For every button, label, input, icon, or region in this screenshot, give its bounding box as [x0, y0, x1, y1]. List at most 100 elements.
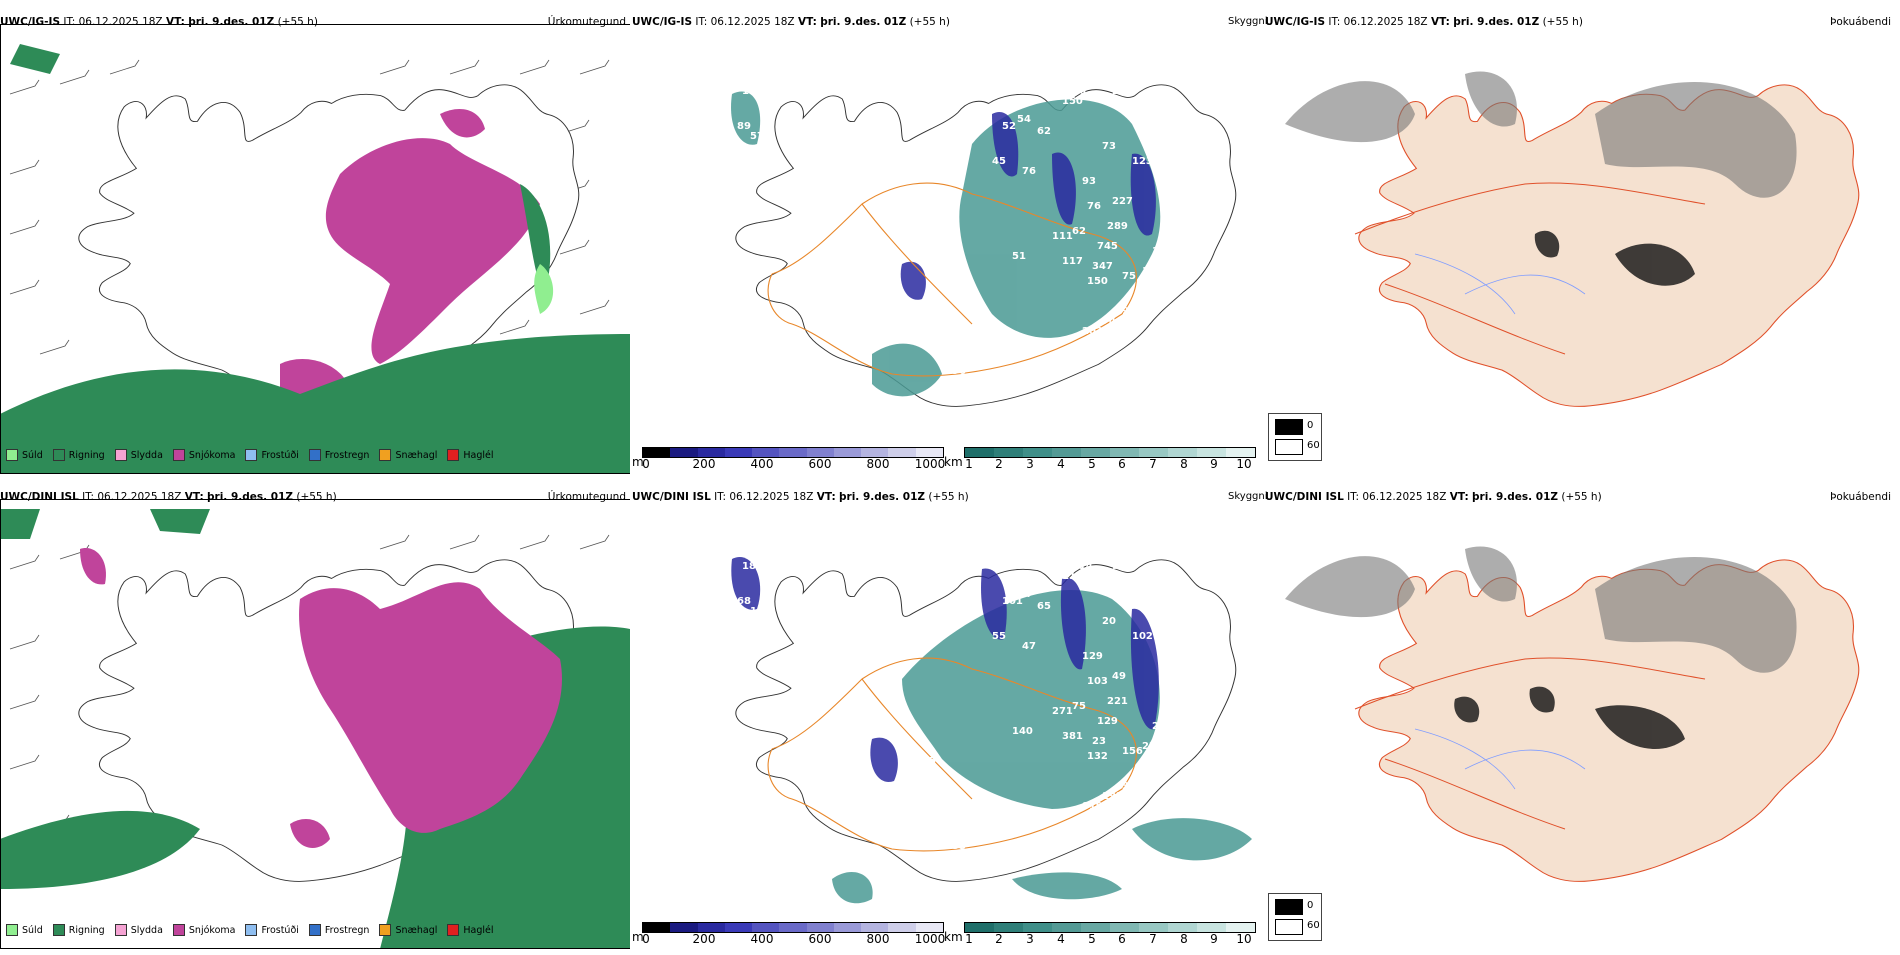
height-tick: 0: [642, 457, 650, 471]
cloud-base-label: 819: [1082, 801, 1103, 812]
model-name: UWC/DINI ISL: [632, 491, 711, 503]
legend-item: Slydda: [114, 449, 163, 461]
precip-panel-row1: UWC/IG-IS IT: 06.12.2025 18Z VT: þri. 9.…: [0, 10, 630, 480]
cloud-base-label: 278: [1162, 701, 1183, 712]
legend-label: Slydda: [130, 449, 163, 461]
cloud-base-label: 57: [750, 131, 764, 142]
vt-label: VT:: [184, 491, 204, 503]
precip-legend: Súld Rigning Slydda Snjókoma Frostúði Fr…: [6, 449, 494, 461]
cloud-base-label: 58: [1157, 146, 1171, 157]
fog-swatch: [1275, 899, 1303, 915]
fog-black: [1534, 230, 1695, 286]
km-tick: 7: [1149, 457, 1157, 471]
cloud-base-label: 49: [1112, 671, 1126, 682]
it-value: 06.12.2025 18Z: [729, 491, 814, 503]
cloud-base-label: 99: [1122, 306, 1136, 317]
cloud-base-label: 121: [872, 881, 893, 892]
height-colorbar: m 0 200 400 600 800 1000: [632, 922, 945, 948]
red-roads: [1354, 182, 1706, 355]
km-tick: 7: [1149, 932, 1157, 946]
cloud-base-label: 20: [1102, 616, 1116, 627]
cloud-base-label: 140: [1012, 726, 1033, 737]
cloud-base-label: 289: [1107, 221, 1128, 232]
cloud-base-label: 73: [1102, 141, 1116, 152]
fog-legend-row1: 0 60: [1268, 413, 1322, 461]
height-tick: 800: [866, 457, 890, 471]
precip-map: [0, 44, 630, 474]
height-tick: 1000: [914, 457, 946, 471]
cloud-base-label: 103: [1087, 676, 1108, 687]
fog-legend-label: 0: [1307, 900, 1314, 911]
height-tick: 200: [692, 457, 716, 471]
legend-item: Rigning: [52, 924, 105, 936]
cloud-base-label: 132: [1087, 751, 1108, 762]
vt-value: þri. 9.des. 01Z: [839, 491, 925, 503]
rivers: [1414, 253, 1586, 315]
lead-time: (+55 h): [296, 491, 337, 503]
legend-item: Haglél: [447, 924, 494, 936]
cloud-base-label: 378: [1132, 101, 1153, 112]
km-tick: 8: [1180, 932, 1188, 946]
legend-item: Snæhagl: [379, 449, 437, 461]
vt-label: VT:: [1449, 491, 1469, 503]
fog-map: [1285, 546, 1860, 883]
cloud-base-label: 347: [1092, 261, 1113, 272]
cloud-base-label: 129: [1097, 716, 1118, 727]
cloud-base-label: 745: [1097, 241, 1118, 252]
km-tick: 4: [1057, 932, 1065, 946]
cloud-base-label: 55: [992, 631, 1006, 642]
cloud-base-label: 68: [762, 91, 776, 102]
cloud-base-label: 93: [1082, 176, 1096, 187]
cloud-base-label: 150: [1087, 276, 1108, 287]
it-value: 06.12.2025 18Z: [97, 491, 182, 503]
fog-swatch: [1275, 919, 1303, 935]
cloud-base-blue: [731, 557, 1159, 782]
cloud-base-label: 76: [1087, 201, 1101, 212]
cloud-base-label: 152: [1157, 621, 1178, 632]
km-tick: 6: [1118, 932, 1126, 946]
vt-value: þri. 9.des. 01Z: [1472, 491, 1558, 503]
fog-panel-row2: UWC/DINI ISL IT: 06.12.2025 18Z VT: þri.…: [1265, 485, 1900, 955]
cloud-base-teal: [832, 590, 1252, 904]
cloud-base-label: 101: [1002, 596, 1023, 607]
model-name: UWC/DINI ISL: [1265, 491, 1344, 503]
precip-panel-row2: UWC/DINI ISL IT: 06.12.2025 18Z VT: þri.…: [0, 485, 630, 955]
km-tick: 1: [965, 932, 973, 946]
fog-grey: [1285, 71, 1797, 198]
cloud-base-label: 75: [1122, 271, 1136, 282]
km-tick: 2: [995, 457, 1003, 471]
it-label: IT:: [714, 491, 727, 503]
cloud-base-label: 182: [932, 346, 953, 357]
legend-item: Frostregn: [308, 449, 369, 461]
panel-title: UWC/IG-IS IT: 06.12.2025 18Z VT: þri. 9.…: [632, 10, 1262, 34]
cloud-panel-row2: UWC/DINI ISL IT: 06.12.2025 18Z VT: þri.…: [632, 485, 1262, 955]
cloud-base-label: 69: [892, 871, 906, 882]
fog-legend-label: 60: [1307, 920, 1320, 931]
panel-title: UWC/DINI ISL IT: 06.12.2025 18Z VT: þri.…: [632, 485, 1262, 509]
legend-label: Frostregn: [324, 924, 370, 936]
height-tick: 1000: [914, 932, 946, 946]
cloud-base-label: 114: [1072, 561, 1093, 572]
height-unit: m: [632, 455, 644, 469]
roads: [767, 657, 1137, 852]
cloud-base-label: 221: [1142, 741, 1163, 752]
cloud-base-label: 52: [1002, 121, 1016, 132]
legend-label: Snæhagl: [395, 924, 438, 936]
cloud-base-label: 74: [1102, 316, 1116, 327]
km-colorbar: km 1 2 3 4 5 6 7 8 9 10: [944, 922, 1256, 948]
model-name: UWC/IG-IS: [632, 16, 693, 28]
cloud-base-label: 221: [1107, 696, 1128, 707]
height-tick: 800: [866, 932, 890, 946]
legend-label: Súld: [22, 449, 43, 461]
fog-legend-label: 60: [1307, 440, 1320, 451]
cloud-base-label: 51: [1012, 251, 1026, 262]
it-label: IT:: [1328, 16, 1341, 28]
panel-title: UWC/DINI ISL IT: 06.12.2025 18Z VT: þri.…: [1265, 485, 1895, 509]
cloud-base-label: 115: [1062, 571, 1083, 582]
height-colorbar: m 0 200 400 600 800 1000: [632, 447, 945, 473]
cloud-base-label: 287: [1112, 86, 1133, 97]
cloud-base-label: 150: [1062, 96, 1083, 107]
legend-label: Slydda: [130, 924, 163, 936]
